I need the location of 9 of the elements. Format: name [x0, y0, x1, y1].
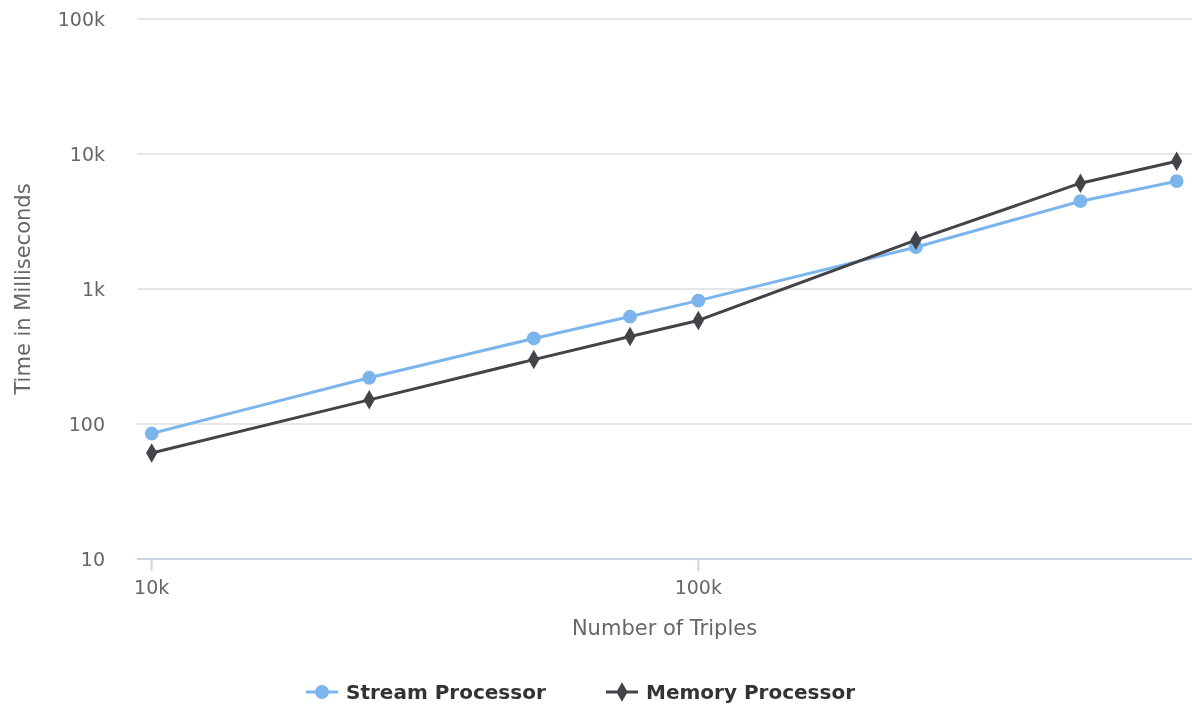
legend-label: Stream Processor	[346, 680, 546, 704]
y-tick-label: 10	[80, 548, 105, 570]
y-tick-label: 100	[68, 413, 105, 435]
x-axis-title: Number of Triples	[571, 616, 758, 640]
y-tick-label: 10k	[69, 143, 105, 165]
legend-label: Memory Processor	[646, 680, 856, 704]
y-axis-title: Time in Milliseconds	[11, 183, 35, 396]
y-tick-label: 1k	[81, 278, 105, 300]
y-tick-label: 100k	[57, 8, 105, 30]
